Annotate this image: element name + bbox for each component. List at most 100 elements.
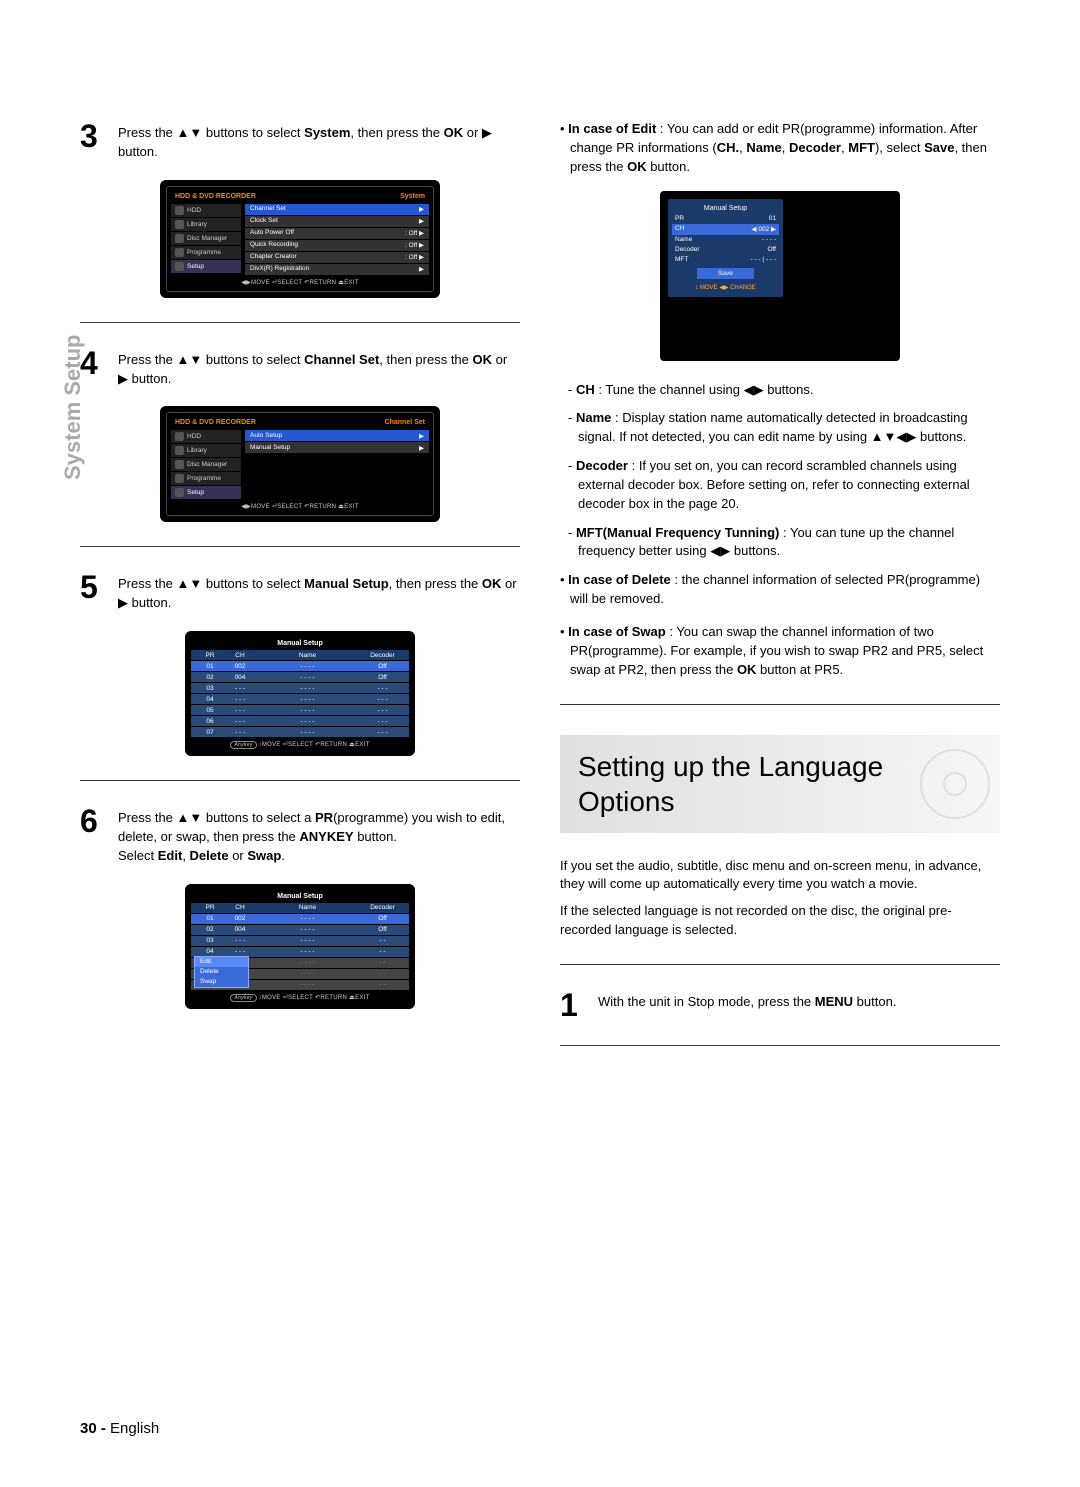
t: Auto Power Off	[250, 229, 294, 237]
ss-title: System	[400, 193, 425, 200]
t: PR	[195, 904, 225, 911]
hdd-icon	[175, 206, 184, 215]
t: Library	[187, 221, 207, 228]
t: ↕MOVE ⏎SELECT ↶RETURN ⏏EXIT	[259, 995, 370, 1001]
edit-case: • In case of Edit : You can add or edit …	[560, 120, 1000, 177]
t: button.	[647, 159, 690, 174]
t: Press the ▲▼ buttons to select	[118, 125, 304, 140]
t: - - - -	[255, 685, 360, 692]
t: Name	[576, 410, 611, 425]
page-number: 30 -	[80, 1420, 106, 1437]
t: - - -	[225, 707, 255, 714]
library-icon	[175, 220, 184, 229]
page-content: 3 Press the ▲▼ buttons to select System,…	[0, 0, 1080, 1130]
t: Name	[675, 236, 692, 243]
t: - - - -	[255, 937, 360, 944]
t: In case of Edit	[568, 121, 656, 136]
t: With the unit in Stop mode, press the	[598, 994, 815, 1009]
step-3: 3 Press the ▲▼ buttons to select System,…	[80, 120, 520, 162]
t: MFT(Manual Frequency Tunning)	[576, 525, 779, 540]
disc-icon	[175, 460, 184, 469]
t: -	[568, 410, 576, 425]
separator	[80, 546, 520, 547]
save-button: Save	[697, 268, 754, 279]
paragraph: If the selected language is not recorded…	[560, 902, 1000, 940]
t: - - - -	[255, 674, 360, 681]
t: 002	[225, 663, 255, 670]
mft-desc: - MFT(Manual Frequency Tunning) : You ca…	[560, 524, 1000, 562]
t: - - - -	[255, 663, 360, 670]
name-desc: - Name : Display station name automatica…	[560, 409, 1000, 447]
t: HDD & DVD RECORDER	[175, 419, 256, 426]
separator	[560, 964, 1000, 965]
t: Select	[118, 848, 158, 863]
ss-sidebar: HDD Library Disc Manager Programme Setup	[171, 204, 241, 276]
step-5: 5 Press the ▲▼ buttons to select Manual …	[80, 571, 520, 613]
page-footer: 30 - English	[80, 1420, 159, 1437]
t: ANYKEY	[299, 829, 353, 844]
prog-icon	[175, 474, 184, 483]
t: •	[560, 121, 568, 136]
ch-desc: - CH : Tune the channel using ◀▶ buttons…	[560, 381, 1000, 400]
t: PR	[195, 652, 225, 659]
t: Edit	[158, 848, 183, 863]
t: Save	[924, 140, 954, 155]
t: PR	[675, 215, 684, 222]
t: 05	[195, 707, 225, 714]
ctx-edit: Edit	[195, 957, 248, 967]
page-language: English	[110, 1420, 159, 1437]
t: Library	[187, 447, 207, 454]
t: ↕ MOVE ◀▶ CHANGE	[672, 282, 779, 293]
t: Off	[360, 926, 405, 933]
t: 04	[195, 948, 225, 955]
t: - - -	[225, 718, 255, 725]
t: System	[304, 125, 350, 140]
t: 06	[195, 718, 225, 725]
separator	[80, 322, 520, 323]
t: MFT	[675, 256, 688, 263]
t: - - -	[360, 696, 405, 703]
screenshot-system-menu: HDD & DVD RECORDERSystem HDD Library Dis…	[160, 180, 440, 298]
t: - -	[360, 937, 405, 944]
t: - -	[360, 948, 405, 955]
t: Decoder	[360, 904, 405, 911]
t: Press the ▲▼ buttons to select	[118, 576, 304, 591]
t: - - - -	[255, 718, 360, 725]
t: : Off ▶	[405, 229, 424, 237]
t: •	[560, 572, 568, 587]
t: ↕MOVE ⏎SELECT ↶RETURN ⏏EXIT	[259, 742, 370, 748]
t: Press the ▲▼ buttons to select a	[118, 810, 315, 825]
screenshot-edit-form: Manual Setup PR01 CH◀ 002 ▶ Name- - - - …	[660, 191, 900, 361]
t: - - -	[225, 685, 255, 692]
t: 01	[769, 215, 776, 222]
decoder-desc: - Decoder : If you set on, you can recor…	[560, 457, 1000, 514]
t: Manual Setup	[672, 203, 779, 214]
t: CH.	[717, 140, 739, 155]
t: Programme	[187, 249, 221, 256]
t: CH	[576, 382, 595, 397]
t: Chapter Creator	[250, 253, 297, 261]
step-text: Press the ▲▼ buttons to select System, t…	[118, 120, 520, 162]
ss-main: Channel Set▶ Clock Set▶ Auto Power Off: …	[245, 204, 429, 276]
t: Name	[255, 904, 360, 911]
prog-icon	[175, 248, 184, 257]
step-4: 4 Press the ▲▼ buttons to select Channel…	[80, 347, 520, 389]
step-number: 1	[560, 989, 586, 1021]
section-title: Setting up the Language Options	[578, 751, 883, 817]
t: Delete	[190, 848, 229, 863]
t: Off	[360, 915, 405, 922]
ss-footer: ◀▶MOVE ⏎SELECT ↶RETURN ⏏EXIT	[171, 276, 429, 287]
t: ,	[182, 848, 189, 863]
t: In case of Swap	[568, 624, 666, 639]
t: Swap	[247, 848, 281, 863]
setup-icon	[175, 262, 184, 271]
t: Disc Manager	[187, 461, 227, 468]
separator	[560, 1045, 1000, 1046]
t: - - - -	[255, 696, 360, 703]
t: Name	[746, 140, 781, 155]
swap-case: • In case of Swap : You can swap the cha…	[560, 623, 1000, 680]
t: Off	[360, 674, 405, 681]
delete-case: • In case of Delete : the channel inform…	[560, 571, 1000, 609]
t: 04	[195, 696, 225, 703]
t: CH	[225, 652, 255, 659]
